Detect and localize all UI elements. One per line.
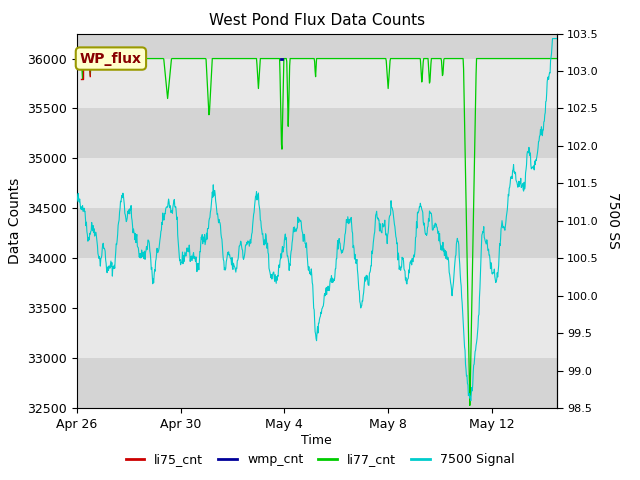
- Legend: li75_cnt, wmp_cnt, li77_cnt, 7500 Signal: li75_cnt, wmp_cnt, li77_cnt, 7500 Signal: [120, 448, 520, 471]
- Bar: [77, 34, 557, 59]
- Bar: [77, 358, 557, 408]
- Title: West Pond Flux Data Counts: West Pond Flux Data Counts: [209, 13, 425, 28]
- Bar: [77, 108, 557, 158]
- Y-axis label: 7500 SS: 7500 SS: [606, 192, 620, 249]
- X-axis label: Time: Time: [301, 433, 332, 446]
- Y-axis label: Data Counts: Data Counts: [8, 178, 22, 264]
- Text: WP_flux: WP_flux: [80, 51, 142, 66]
- Bar: [77, 208, 557, 258]
